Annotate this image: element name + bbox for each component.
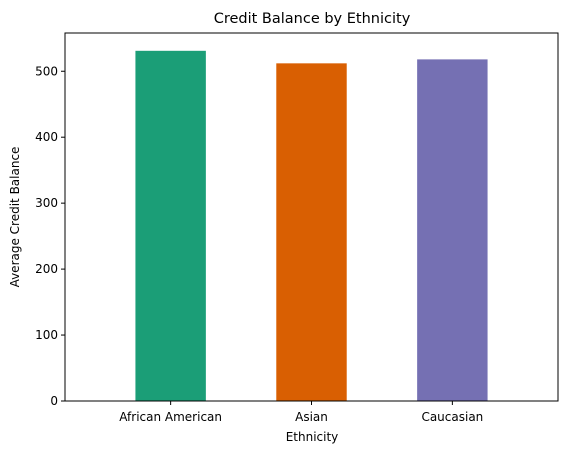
y-axis: 0 100 200 300 400 500 xyxy=(35,64,65,408)
y-tick-label: 400 xyxy=(35,130,58,144)
y-tick-label: 200 xyxy=(35,262,58,276)
bars-group xyxy=(135,50,488,402)
y-axis-label: Average Credit Balance xyxy=(8,147,22,288)
x-tick-label: Asian xyxy=(295,410,328,424)
x-axis: African American Asian Caucasian xyxy=(119,401,483,424)
bar-asian xyxy=(276,63,347,402)
x-tick-label: Caucasian xyxy=(421,410,483,424)
y-tick-label: 100 xyxy=(35,328,58,342)
plot-frame xyxy=(64,32,559,402)
y-tick-label: 500 xyxy=(35,64,58,78)
bar-african-american xyxy=(135,50,206,402)
x-tick-label: African American xyxy=(119,410,222,424)
y-tick-label: 0 xyxy=(50,394,58,408)
chart-title: Credit Balance by Ethnicity xyxy=(214,11,411,27)
x-axis-label: Ethnicity xyxy=(286,430,339,444)
bar-caucasian xyxy=(417,59,488,401)
y-tick-label: 300 xyxy=(35,196,58,210)
